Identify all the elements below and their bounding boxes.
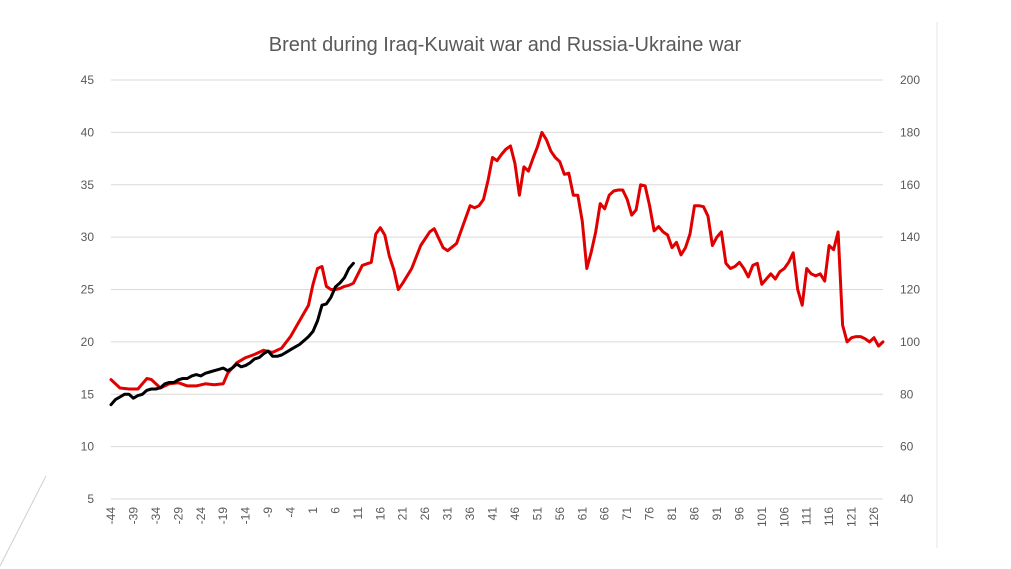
x-tick-label: 91 (710, 507, 724, 521)
x-tick-label: 126 (867, 507, 881, 527)
x-tick-label: -19 (216, 507, 230, 525)
y-left-tick-label: 15 (81, 387, 95, 401)
x-tick-label: -44 (104, 507, 118, 525)
x-tick-label: 116 (822, 507, 836, 526)
y-right-tick-label: 200 (900, 73, 920, 87)
y-left-tick-label: 10 (81, 440, 95, 454)
y-right-tick-label: 60 (900, 440, 914, 454)
x-tick-label: 106 (777, 507, 791, 527)
x-tick-label: -34 (149, 507, 163, 525)
x-tick-label: 36 (463, 507, 477, 521)
x-tick-label: -24 (194, 507, 208, 525)
y-left-tick-label: 25 (81, 283, 95, 297)
chart-title: Brent during Iraq-Kuwait war and Russia-… (269, 34, 742, 56)
y-right-tick-label: 160 (900, 178, 920, 192)
y-left-tick-label: 30 (81, 230, 95, 244)
slide-corner-decoration (0, 475, 47, 567)
y-right-tick-label: 140 (900, 230, 920, 244)
x-tick-label: -14 (239, 507, 253, 525)
series-line-red (109, 130, 885, 391)
x-tick-label: 16 (373, 507, 387, 521)
x-tick-label: 41 (486, 507, 500, 521)
x-tick-label: -39 (126, 507, 140, 525)
x-tick-label: -4 (284, 507, 298, 518)
y-left-tick-label: 20 (81, 335, 95, 349)
y-left-tick-label: 5 (87, 492, 94, 506)
x-tick-label: 111 (800, 507, 814, 526)
x-tick-label: 71 (620, 507, 634, 521)
x-tick-label: -29 (171, 507, 185, 525)
x-tick-label: 96 (732, 507, 746, 521)
y-right-tick-label: 120 (900, 283, 920, 297)
x-tick-label: 1 (306, 507, 320, 514)
y-right-tick-label: 40 (900, 492, 914, 506)
series-lines (109, 130, 885, 407)
x-tick-label: 6 (328, 507, 342, 514)
x-tick-label: -9 (261, 507, 275, 518)
x-tick-label: 56 (553, 507, 567, 521)
x-tick-label: 46 (508, 507, 522, 521)
y-left-tick-label: 35 (81, 178, 95, 192)
x-tick-label: 76 (643, 507, 657, 521)
right-axis-ticks: 40 60 80 100 120 140 160 180 200 (900, 73, 920, 506)
series-line-black (109, 261, 355, 407)
x-tick-label: 61 (575, 507, 589, 521)
grid-lines (111, 79, 883, 500)
y-right-tick-label: 180 (900, 125, 920, 139)
x-tick-label: 81 (665, 507, 679, 521)
y-left-tick-label: 45 (81, 73, 95, 87)
x-tick-label: 66 (598, 507, 612, 521)
y-right-tick-label: 100 (900, 335, 920, 349)
x-tick-label: 101 (755, 507, 769, 527)
x-axis-ticks: -44 -39 -34 -29 -24 -19 -14 -9 -4 1 6 11 16 21 26 31 36 4… (104, 507, 881, 527)
x-tick-label: 86 (687, 507, 701, 521)
y-left-tick-label: 40 (81, 125, 95, 139)
x-tick-label: 121 (845, 507, 859, 527)
y-right-tick-label: 80 (900, 387, 914, 401)
x-tick-label: 26 (418, 507, 432, 521)
x-tick-label: 11 (351, 507, 365, 520)
x-tick-label: 31 (441, 507, 455, 521)
x-tick-label: 51 (530, 507, 544, 521)
x-tick-label: 21 (396, 507, 410, 521)
left-axis-ticks: 5 10 15 20 25 30 35 40 45 (81, 73, 95, 506)
